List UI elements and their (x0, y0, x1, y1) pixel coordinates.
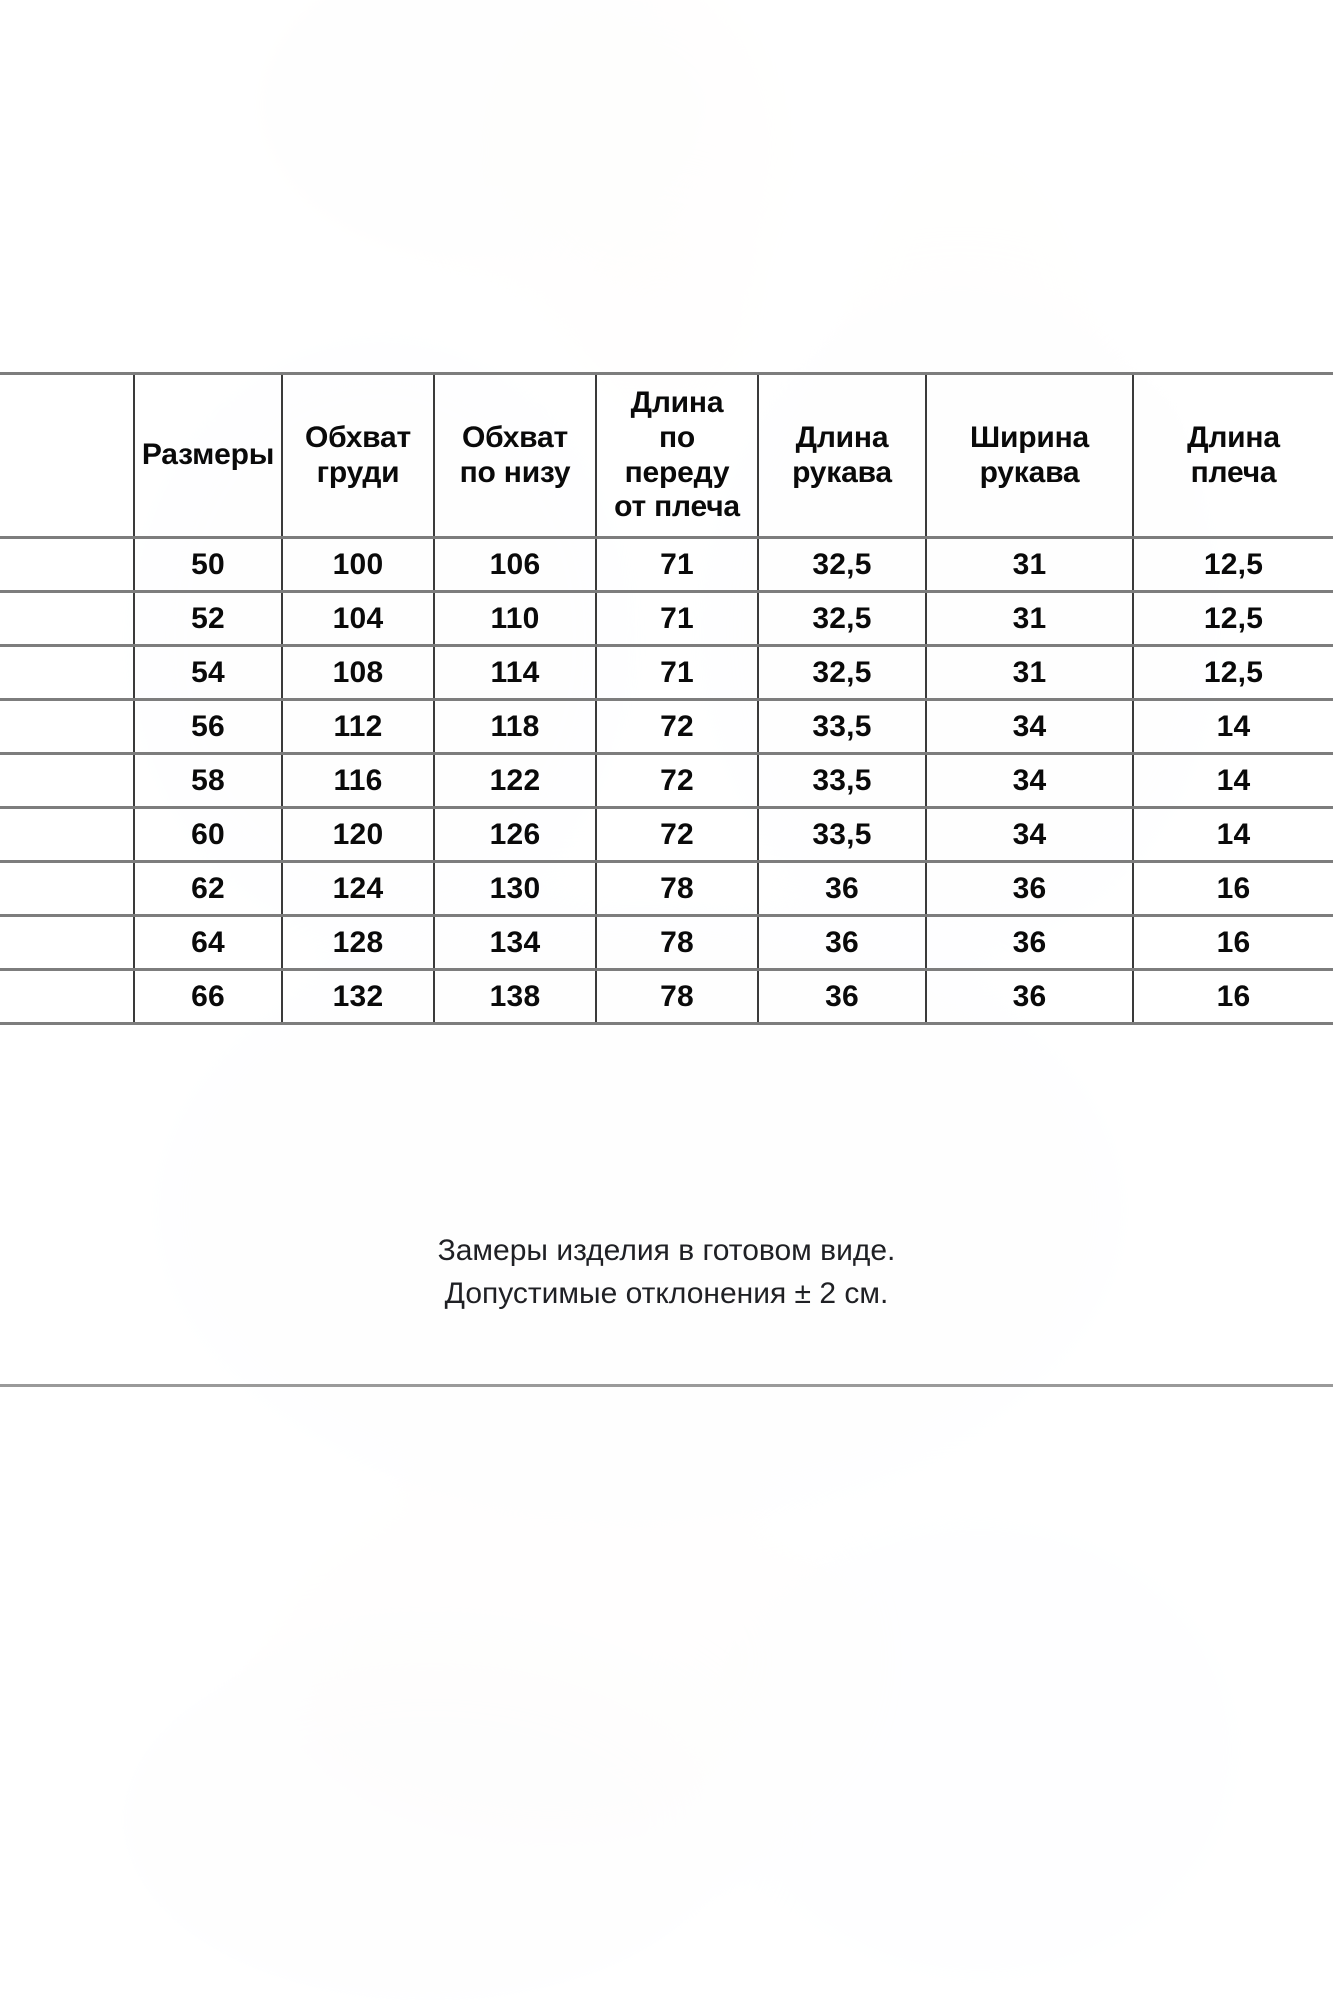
table-row: 62 124 130 78 36 36 16 (0, 861, 1333, 917)
row-spacer-left (0, 915, 135, 971)
cell-chest: 128 (281, 915, 435, 971)
cell-shoulder: 12,5 (1132, 591, 1333, 647)
cell-front_length: 71 (595, 645, 759, 701)
cell-sleeve_width: 36 (925, 915, 1134, 971)
cell-hem: 118 (433, 699, 597, 755)
row-spacer-left (0, 807, 135, 863)
cell-shoulder: 12,5 (1132, 645, 1333, 701)
cell-front_length: 72 (595, 699, 759, 755)
cell-size: 62 (133, 861, 283, 917)
cell-shoulder: 14 (1132, 807, 1333, 863)
header-spacer-left (0, 372, 135, 539)
row-spacer-left (0, 861, 135, 917)
column-header-shoulder: Длина плеча (1132, 372, 1333, 539)
cell-hem: 110 (433, 591, 597, 647)
cell-shoulder: 14 (1132, 753, 1333, 809)
cell-chest: 120 (281, 807, 435, 863)
column-header-sleeve_width: Ширина рукава (925, 372, 1134, 539)
cell-front_length: 78 (595, 969, 759, 1025)
cell-chest: 116 (281, 753, 435, 809)
cell-sleeve_length: 36 (757, 969, 927, 1025)
bottom-divider (0, 1384, 1333, 1387)
cell-chest: 112 (281, 699, 435, 755)
row-spacer-left (0, 537, 135, 593)
table-body: 50 100 106 71 32,5 31 12,5 52 104 110 71 32,5 31 12,5… (0, 537, 1333, 1025)
measurement-notes: Замеры изделия в готовом виде. Допустимы… (0, 1230, 1333, 1315)
cell-hem: 122 (433, 753, 597, 809)
cell-sleeve_width: 34 (925, 807, 1134, 863)
cell-sleeve_length: 36 (757, 915, 927, 971)
cell-sleeve_length: 33,5 (757, 699, 927, 755)
cell-front_length: 71 (595, 537, 759, 593)
cell-front_length: 71 (595, 591, 759, 647)
table-row: 58 116 122 72 33,5 34 14 (0, 753, 1333, 809)
cell-front_length: 78 (595, 861, 759, 917)
cell-size: 52 (133, 591, 283, 647)
cell-sleeve_width: 31 (925, 537, 1134, 593)
cell-chest: 104 (281, 591, 435, 647)
cell-hem: 138 (433, 969, 597, 1025)
table-row: 64 128 134 78 36 36 16 (0, 915, 1333, 971)
row-spacer-left (0, 591, 135, 647)
cell-sleeve_length: 32,5 (757, 537, 927, 593)
cell-front_length: 72 (595, 753, 759, 809)
cell-chest: 124 (281, 861, 435, 917)
cell-sleeve_length: 32,5 (757, 591, 927, 647)
table-row: 54 108 114 71 32,5 31 12,5 (0, 645, 1333, 701)
cell-sleeve_length: 36 (757, 861, 927, 917)
cell-chest: 108 (281, 645, 435, 701)
column-header-hem: Обхват по низу (433, 372, 597, 539)
cell-size: 66 (133, 969, 283, 1025)
cell-sleeve_width: 36 (925, 861, 1134, 917)
cell-size: 60 (133, 807, 283, 863)
cell-size: 54 (133, 645, 283, 701)
note-line-1: Замеры изделия в готовом виде. (437, 1234, 896, 1267)
cell-hem: 106 (433, 537, 597, 593)
table-row: 66 132 138 78 36 36 16 (0, 969, 1333, 1025)
row-spacer-left (0, 753, 135, 809)
row-spacer-left (0, 969, 135, 1025)
cell-sleeve_width: 34 (925, 753, 1134, 809)
column-header-sleeve_length: Длина рукава (757, 372, 927, 539)
size-chart-table: Размеры Обхват груди Обхват по низу Длина по п… (0, 372, 1333, 1025)
cell-size: 58 (133, 753, 283, 809)
cell-sleeve_length: 32,5 (757, 645, 927, 701)
cell-sleeve_length: 33,5 (757, 753, 927, 809)
cell-size: 64 (133, 915, 283, 971)
row-spacer-left (0, 699, 135, 755)
cell-size: 50 (133, 537, 283, 593)
cell-hem: 130 (433, 861, 597, 917)
cell-sleeve_width: 31 (925, 591, 1134, 647)
cell-sleeve_width: 31 (925, 645, 1134, 701)
cell-shoulder: 16 (1132, 969, 1333, 1025)
table-row: 56 112 118 72 33,5 34 14 (0, 699, 1333, 755)
cell-sleeve_length: 33,5 (757, 807, 927, 863)
header-row: Размеры Обхват груди Обхват по низу Длина по п… (0, 372, 1333, 539)
cell-size: 56 (133, 699, 283, 755)
cell-chest: 132 (281, 969, 435, 1025)
table-row: 60 120 126 72 33,5 34 14 (0, 807, 1333, 863)
cell-hem: 126 (433, 807, 597, 863)
column-header-chest: Обхват груди (281, 372, 435, 539)
cell-shoulder: 12,5 (1132, 537, 1333, 593)
column-header-size: Размеры (133, 372, 283, 539)
table-row: 52 104 110 71 32,5 31 12,5 (0, 591, 1333, 647)
cell-front_length: 72 (595, 807, 759, 863)
row-spacer-left (0, 645, 135, 701)
cell-front_length: 78 (595, 915, 759, 971)
cell-hem: 114 (433, 645, 597, 701)
cell-chest: 100 (281, 537, 435, 593)
cell-shoulder: 16 (1132, 915, 1333, 971)
cell-shoulder: 14 (1132, 699, 1333, 755)
cell-shoulder: 16 (1132, 861, 1333, 917)
table-row: 50 100 106 71 32,5 31 12,5 (0, 537, 1333, 593)
table-header: Размеры Обхват груди Обхват по низу Длина по п… (0, 372, 1333, 539)
column-header-front_length: Длина по переду от плеча (595, 372, 759, 539)
cell-sleeve_width: 34 (925, 699, 1134, 755)
cell-hem: 134 (433, 915, 597, 971)
note-line-2: Допустимые отклонения ± 2 см. (444, 1276, 889, 1310)
cell-sleeve_width: 36 (925, 969, 1134, 1025)
